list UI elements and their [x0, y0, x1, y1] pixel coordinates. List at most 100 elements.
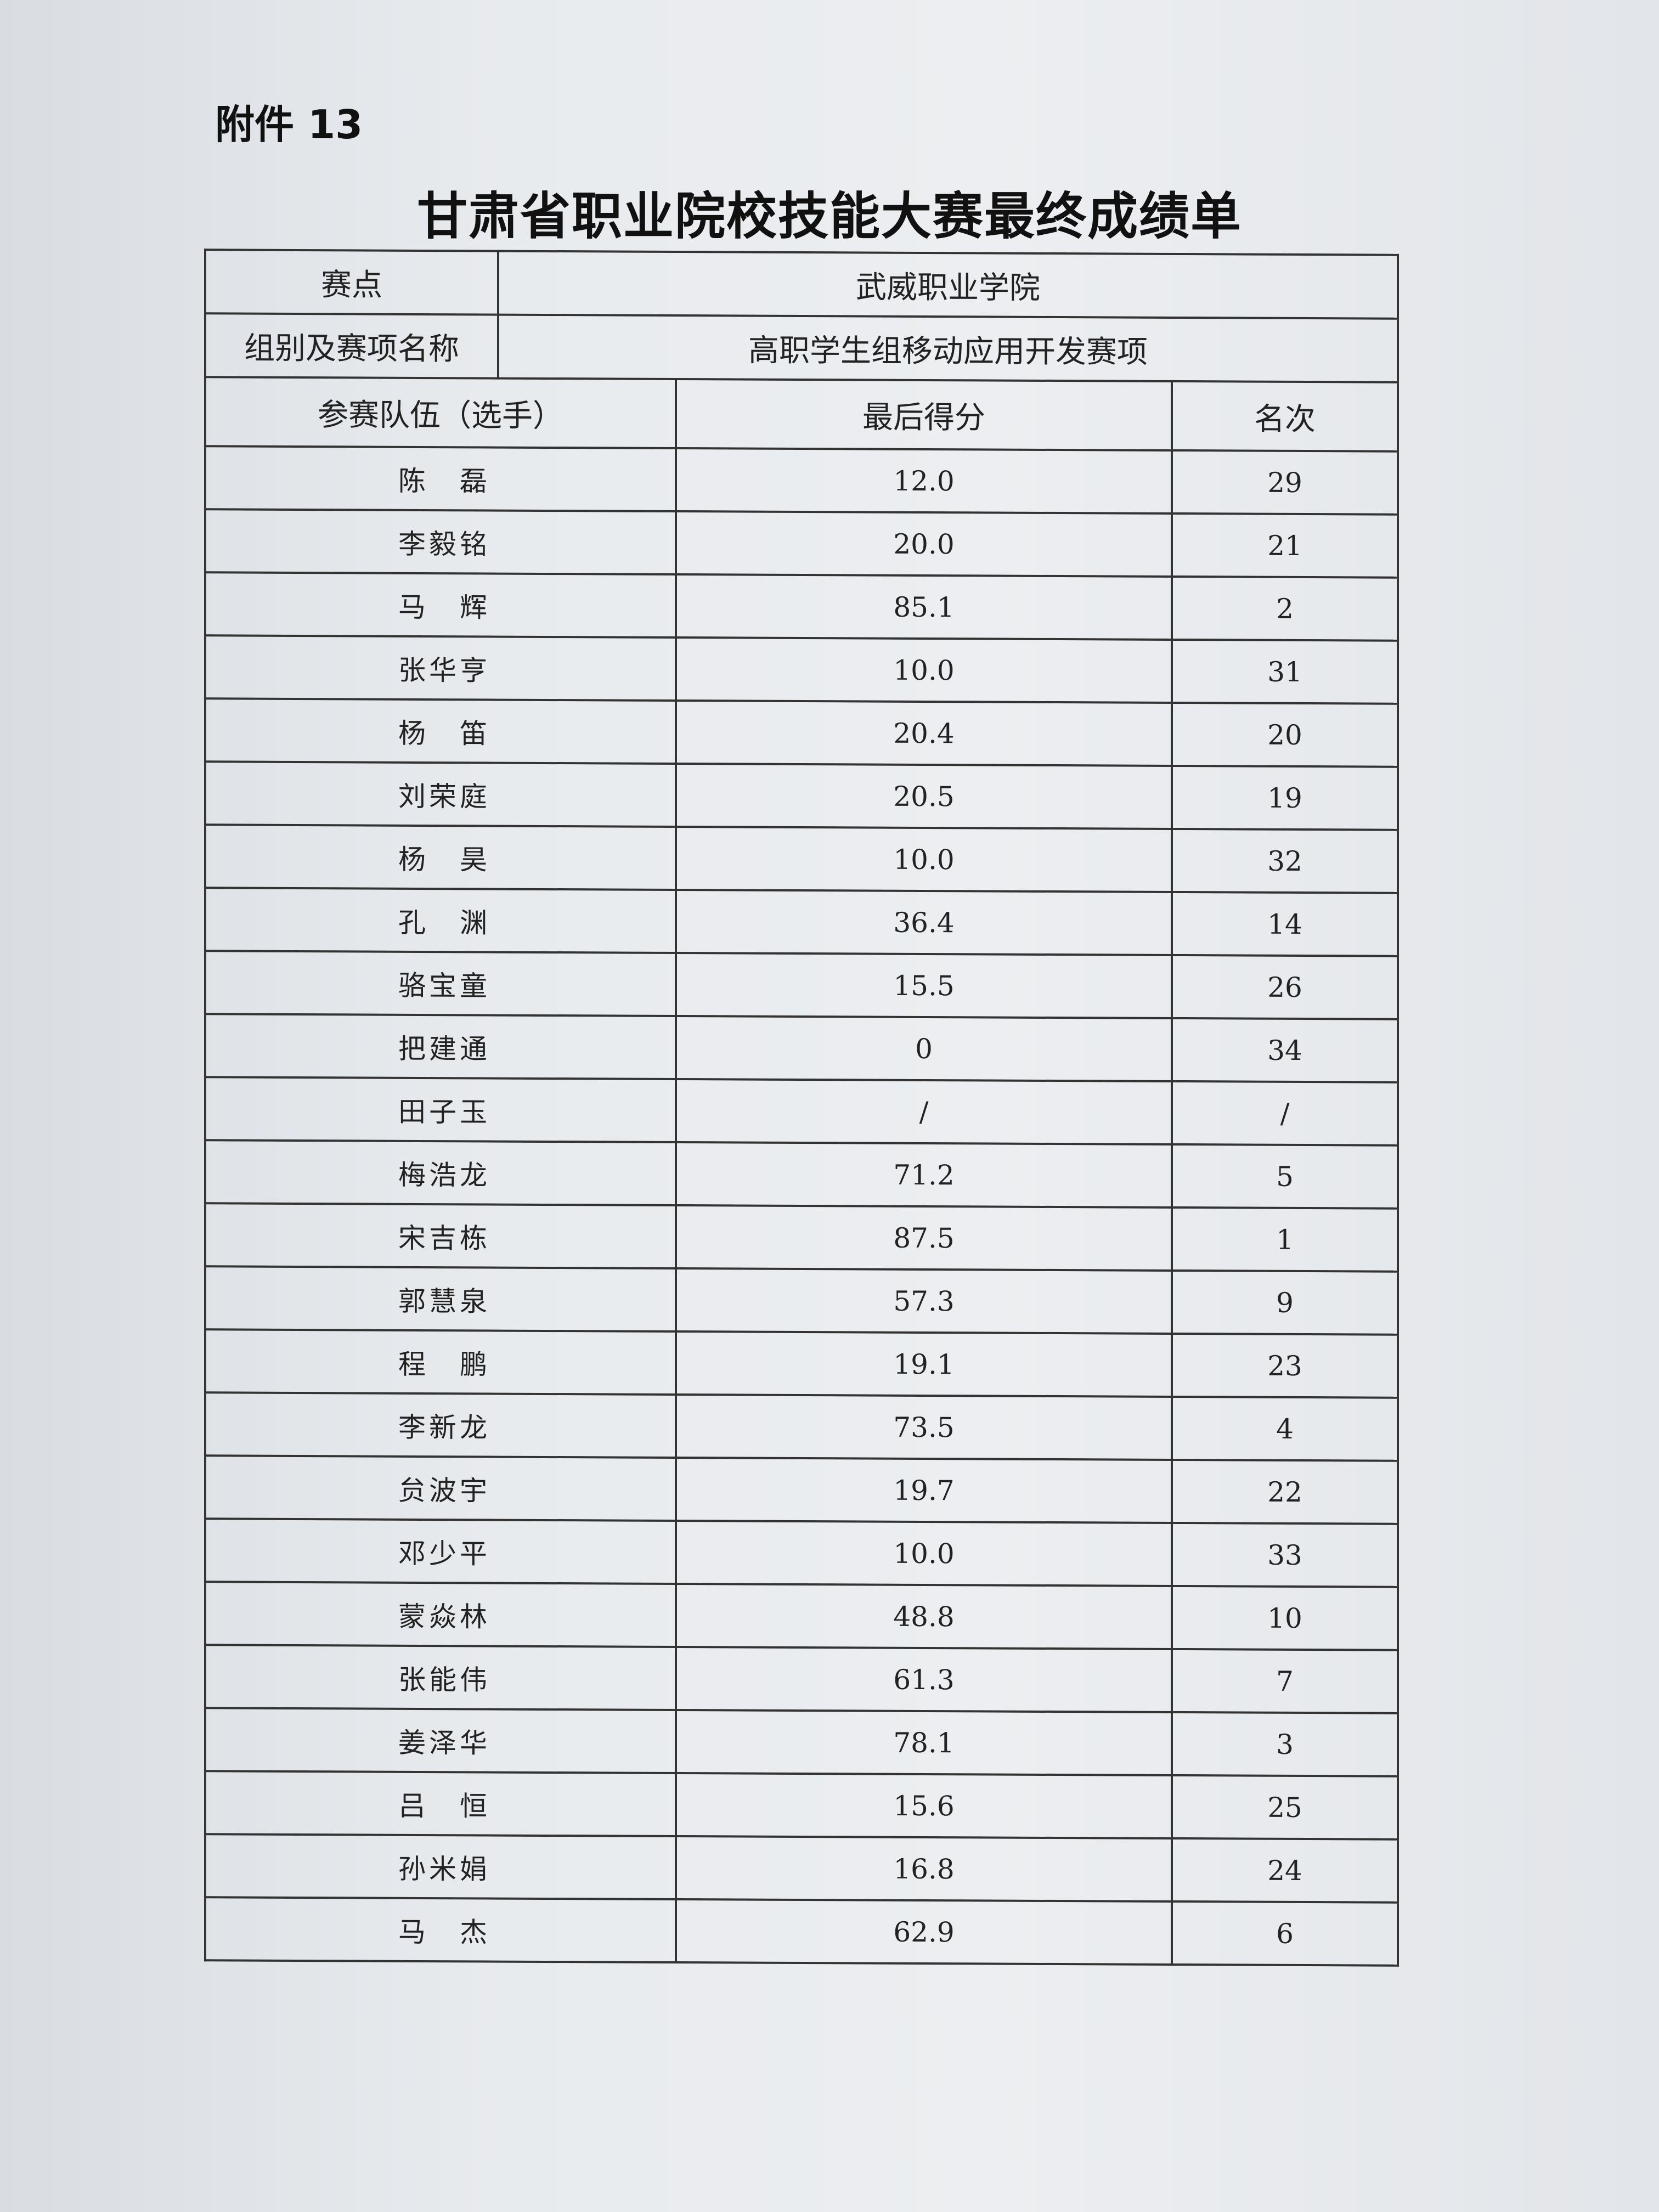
rank-cell: 33: [1172, 1522, 1398, 1587]
rank-cell: 26: [1172, 955, 1398, 1019]
rank-cell: 31: [1172, 639, 1398, 704]
rank-cell: 20: [1172, 702, 1398, 767]
score-cell: 62.9: [676, 1899, 1172, 1965]
score-cell: 57.3: [676, 1268, 1172, 1334]
score-cell: 61.3: [676, 1647, 1172, 1712]
contestant-name: 刘荣庭: [205, 761, 676, 827]
table-row: 马 杰 62.9 6: [205, 1897, 1398, 1966]
table-row: 孙米娟 16.8 24: [205, 1834, 1398, 1903]
table-row: 宋吉栋 87.5 1: [205, 1203, 1398, 1272]
rank-cell: 2: [1172, 576, 1398, 641]
score-cell: 19.1: [676, 1331, 1172, 1397]
table-row: 邓少平 10.0 33: [205, 1519, 1398, 1587]
contestant-name: 邓少平: [205, 1519, 676, 1584]
contestant-name: 马 辉: [205, 572, 676, 638]
rank-cell: 34: [1172, 1018, 1398, 1082]
table-row: 程 鹏 19.1 23: [205, 1329, 1398, 1398]
contestant-name: 吕 恒: [205, 1771, 676, 1837]
column-header: 名次: [1172, 381, 1398, 452]
score-cell: 10.0: [676, 637, 1172, 703]
rank-cell: 10: [1172, 1585, 1398, 1650]
score-cell: 10.0: [676, 1521, 1172, 1586]
score-cell: 15.5: [676, 953, 1172, 1018]
contestant-name: 郭慧泉: [205, 1266, 676, 1332]
score-cell: 73.5: [676, 1395, 1172, 1460]
rank-cell: 3: [1172, 1712, 1398, 1776]
rank-cell: /: [1172, 1081, 1398, 1146]
table-row: 陈 磊 12.0 29: [205, 446, 1398, 515]
rank-cell: 29: [1172, 450, 1398, 515]
score-cell: /: [676, 1079, 1172, 1144]
contestant-name: 把建通: [205, 1014, 676, 1080]
contestant-name: 蒙焱林: [205, 1582, 676, 1647]
contestant-name: 程 鹏: [205, 1329, 676, 1395]
rank-cell: 6: [1172, 1901, 1398, 1966]
score-cell: 15.6: [676, 1773, 1172, 1838]
category-row: 组别及赛项名称 高职学生组移动应用开发赛项: [205, 313, 1398, 382]
annex-label: 附件 13: [215, 101, 363, 148]
contestant-name: 张能伟: [205, 1645, 676, 1711]
contestant-name: 杨 笛: [205, 698, 676, 764]
contestant-name: 梅浩龙: [205, 1140, 676, 1206]
contestant-name: 李毅铭: [205, 509, 676, 575]
rank-cell: 7: [1172, 1649, 1398, 1713]
document-title: 甘肃省职业院校技能大赛最终成绩单: [416, 187, 1242, 246]
column-header: 参赛队伍（选手）: [205, 377, 676, 449]
rank-cell: 21: [1172, 513, 1398, 578]
rank-cell: 25: [1172, 1775, 1398, 1839]
table-row: 贠波宇 19.7 22: [205, 1455, 1398, 1524]
table-row: 骆宝童 15.5 26: [205, 951, 1398, 1019]
score-cell: 20.0: [676, 511, 1172, 577]
table-row: 吕 恒 15.6 25: [205, 1771, 1398, 1839]
table-row: 把建通 0 34: [205, 1014, 1398, 1082]
rank-cell: 9: [1172, 1270, 1398, 1335]
rank-cell: 32: [1172, 828, 1398, 893]
table-row: 姜泽华 78.1 3: [205, 1708, 1398, 1776]
category-label: 组别及赛项名称: [205, 313, 498, 379]
contestant-name: 杨 昊: [205, 825, 676, 890]
rank-cell: 23: [1172, 1333, 1398, 1398]
table-row: 蒙焱林 48.8 10: [205, 1582, 1398, 1650]
rank-cell: 4: [1172, 1396, 1398, 1461]
score-cell: 85.1: [676, 574, 1172, 640]
contestant-name: 李新龙: [205, 1392, 676, 1458]
score-cell: 71.2: [676, 1142, 1172, 1207]
category-value: 高职学生组移动应用开发赛项: [498, 314, 1398, 382]
score-cell: 20.5: [676, 764, 1172, 829]
venue-value: 武威职业学院: [498, 251, 1398, 319]
table-row: 孔 渊 36.4 14: [205, 888, 1398, 956]
table-row: 李新龙 73.5 4: [205, 1392, 1398, 1461]
contestant-name: 骆宝童: [205, 951, 676, 1017]
table-row: 梅浩龙 71.2 5: [205, 1140, 1398, 1209]
contestant-name: 姜泽华: [205, 1708, 676, 1774]
score-cell: 19.7: [676, 1458, 1172, 1523]
venue-row: 赛点 武威职业学院: [205, 250, 1398, 319]
contestant-name: 贠波宇: [205, 1455, 676, 1521]
table-row: 杨 笛 20.4 20: [205, 698, 1398, 767]
table-row: 田子玉 / /: [205, 1077, 1398, 1146]
contestant-name: 马 杰: [205, 1897, 676, 1963]
table-row: 刘荣庭 20.5 19: [205, 761, 1398, 830]
contestant-name: 陈 磊: [205, 446, 676, 512]
contestant-name: 田子玉: [205, 1077, 676, 1143]
contestant-name: 张华亨: [205, 635, 676, 701]
table-row: 张能伟 61.3 7: [205, 1645, 1398, 1713]
table-row: 李毅铭 20.0 21: [205, 509, 1398, 578]
score-cell: 87.5: [676, 1205, 1172, 1271]
rank-cell: 1: [1172, 1207, 1398, 1272]
contestant-name: 宋吉栋: [205, 1203, 676, 1269]
score-cell: 36.4: [676, 890, 1172, 955]
rank-cell: 24: [1172, 1838, 1398, 1903]
contestant-name: 孔 渊: [205, 888, 676, 953]
score-cell: 10.0: [676, 827, 1172, 892]
rank-cell: 14: [1172, 891, 1398, 956]
rank-cell: 19: [1172, 765, 1398, 830]
table-row: 郭慧泉 57.3 9: [205, 1266, 1398, 1335]
column-header-row: 参赛队伍（选手） 最后得分 名次: [205, 377, 1398, 452]
score-cell: 12.0: [676, 448, 1172, 514]
score-cell: 0: [676, 1016, 1172, 1081]
score-cell: 78.1: [676, 1710, 1172, 1775]
score-cell: 20.4: [676, 701, 1172, 766]
score-cell: 48.8: [676, 1584, 1172, 1649]
venue-label: 赛点: [205, 250, 498, 315]
